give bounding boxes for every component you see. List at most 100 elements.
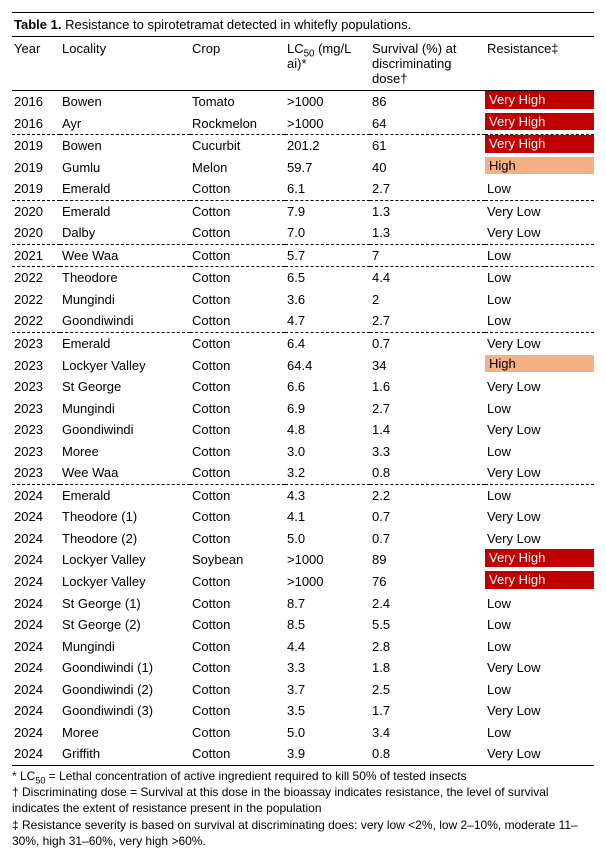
- cell-year: 2024: [12, 614, 60, 636]
- cell-year: 2024: [12, 528, 60, 550]
- cell-crop: Cotton: [190, 506, 285, 528]
- cell-locality: Goondiwindi (3): [60, 700, 190, 722]
- col-survival: Survival (%) at discriminating dose†: [370, 37, 485, 91]
- cell-resistance: Low: [485, 484, 594, 506]
- cell-locality: Moree: [60, 441, 190, 463]
- cell-crop: Cotton: [190, 743, 285, 765]
- table-row: 2024Lockyer ValleySoybean>100089Very Hig…: [12, 549, 594, 571]
- cell-resistance: Very Low: [485, 419, 594, 441]
- cell-resistance: Very Low: [485, 222, 594, 244]
- cell-survival: 2.4: [370, 593, 485, 615]
- table-row: 2022MungindiCotton3.62Low: [12, 289, 594, 311]
- cell-year: 2023: [12, 398, 60, 420]
- cell-survival: 89: [370, 549, 485, 571]
- cell-crop: Cotton: [190, 398, 285, 420]
- footnotes: * LC50 = Lethal concentration of active …: [12, 766, 594, 849]
- cell-resistance: Very High: [485, 571, 594, 593]
- cell-locality: Wee Waa: [60, 244, 190, 267]
- cell-locality: Lockyer Valley: [60, 571, 190, 593]
- cell-lc50: >1000: [285, 549, 370, 571]
- cell-survival: 0.8: [370, 462, 485, 484]
- col-resistance: Resistance‡: [485, 37, 594, 91]
- cell-locality: Goondiwindi: [60, 310, 190, 332]
- cell-crop: Cotton: [190, 462, 285, 484]
- header-row: Year Locality Crop LC50 (mg/L ai)* Survi…: [12, 37, 594, 91]
- col-crop: Crop: [190, 37, 285, 91]
- resistance-badge: Very High: [485, 571, 594, 589]
- cell-lc50: 6.1: [285, 178, 370, 200]
- cell-year: 2023: [12, 333, 60, 355]
- cell-resistance: Very Low: [485, 462, 594, 484]
- resistance-badge: Very High: [485, 549, 594, 567]
- cell-year: 2024: [12, 679, 60, 701]
- cell-lc50: 6.9: [285, 398, 370, 420]
- cell-crop: Cotton: [190, 178, 285, 200]
- cell-year: 2020: [12, 200, 60, 222]
- table-row: 2020DalbyCotton7.01.3Very Low: [12, 222, 594, 244]
- cell-survival: 2.7: [370, 398, 485, 420]
- cell-crop: Cotton: [190, 679, 285, 701]
- cell-resistance: Low: [485, 289, 594, 311]
- cell-year: 2022: [12, 310, 60, 332]
- cell-lc50: 6.6: [285, 376, 370, 398]
- table-row: 2023GoondiwindiCotton4.81.4Very Low: [12, 419, 594, 441]
- cell-resistance: Low: [485, 244, 594, 267]
- table-row: 2024EmeraldCotton4.32.2Low: [12, 484, 594, 506]
- cell-crop: Cotton: [190, 636, 285, 658]
- table-row: 2024Goondiwindi (3)Cotton3.51.7Very Low: [12, 700, 594, 722]
- cell-lc50: 6.4: [285, 333, 370, 355]
- resistance-badge: High: [485, 355, 594, 373]
- cell-lc50: 3.6: [285, 289, 370, 311]
- cell-resistance: High: [485, 355, 594, 377]
- table-row: 2022GoondiwindiCotton4.72.7Low: [12, 310, 594, 332]
- cell-survival: 2.5: [370, 679, 485, 701]
- cell-survival: 2: [370, 289, 485, 311]
- cell-crop: Melon: [190, 157, 285, 179]
- cell-locality: Theodore (1): [60, 506, 190, 528]
- cell-lc50: 4.3: [285, 484, 370, 506]
- cell-survival: 3.4: [370, 722, 485, 744]
- footnote-discriminating: † Discriminating dose = Survival at this…: [12, 784, 594, 816]
- cell-resistance: Very Low: [485, 528, 594, 550]
- cell-crop: Cotton: [190, 222, 285, 244]
- cell-resistance: Very High: [485, 113, 594, 135]
- cell-year: 2024: [12, 571, 60, 593]
- cell-year: 2024: [12, 636, 60, 658]
- cell-survival: 1.4: [370, 419, 485, 441]
- cell-resistance: Low: [485, 310, 594, 332]
- cell-crop: Cotton: [190, 310, 285, 332]
- cell-lc50: 4.4: [285, 636, 370, 658]
- cell-locality: Lockyer Valley: [60, 355, 190, 377]
- cell-resistance: Low: [485, 178, 594, 200]
- table-row: 2024MoreeCotton5.03.4Low: [12, 722, 594, 744]
- cell-locality: Goondiwindi: [60, 419, 190, 441]
- table-row: 2019BowenCucurbit201.261Very High: [12, 135, 594, 157]
- cell-resistance: Very Low: [485, 376, 594, 398]
- cell-lc50: 64.4: [285, 355, 370, 377]
- table-title: Table 1. Resistance to spirotetramat det…: [12, 12, 594, 36]
- table-row: 2022TheodoreCotton6.54.4Low: [12, 267, 594, 289]
- cell-resistance: High: [485, 157, 594, 179]
- cell-year: 2024: [12, 549, 60, 571]
- cell-lc50: 7.9: [285, 200, 370, 222]
- cell-locality: Mungindi: [60, 289, 190, 311]
- cell-survival: 1.3: [370, 200, 485, 222]
- cell-resistance: Low: [485, 398, 594, 420]
- resistance-badge: Very High: [485, 135, 594, 153]
- cell-locality: Dalby: [60, 222, 190, 244]
- cell-survival: 0.7: [370, 506, 485, 528]
- table-row: 2020EmeraldCotton7.91.3Very Low: [12, 200, 594, 222]
- cell-lc50: 8.7: [285, 593, 370, 615]
- cell-lc50: 3.2: [285, 462, 370, 484]
- cell-locality: St George (1): [60, 593, 190, 615]
- cell-lc50: 6.5: [285, 267, 370, 289]
- cell-year: 2021: [12, 244, 60, 267]
- resistance-badge: Very High: [485, 91, 594, 109]
- cell-survival: 2.7: [370, 178, 485, 200]
- cell-survival: 86: [370, 91, 485, 113]
- cell-year: 2019: [12, 135, 60, 157]
- cell-survival: 76: [370, 571, 485, 593]
- cell-lc50: >1000: [285, 91, 370, 113]
- cell-crop: Cotton: [190, 200, 285, 222]
- resistance-table: Year Locality Crop LC50 (mg/L ai)* Survi…: [12, 36, 594, 766]
